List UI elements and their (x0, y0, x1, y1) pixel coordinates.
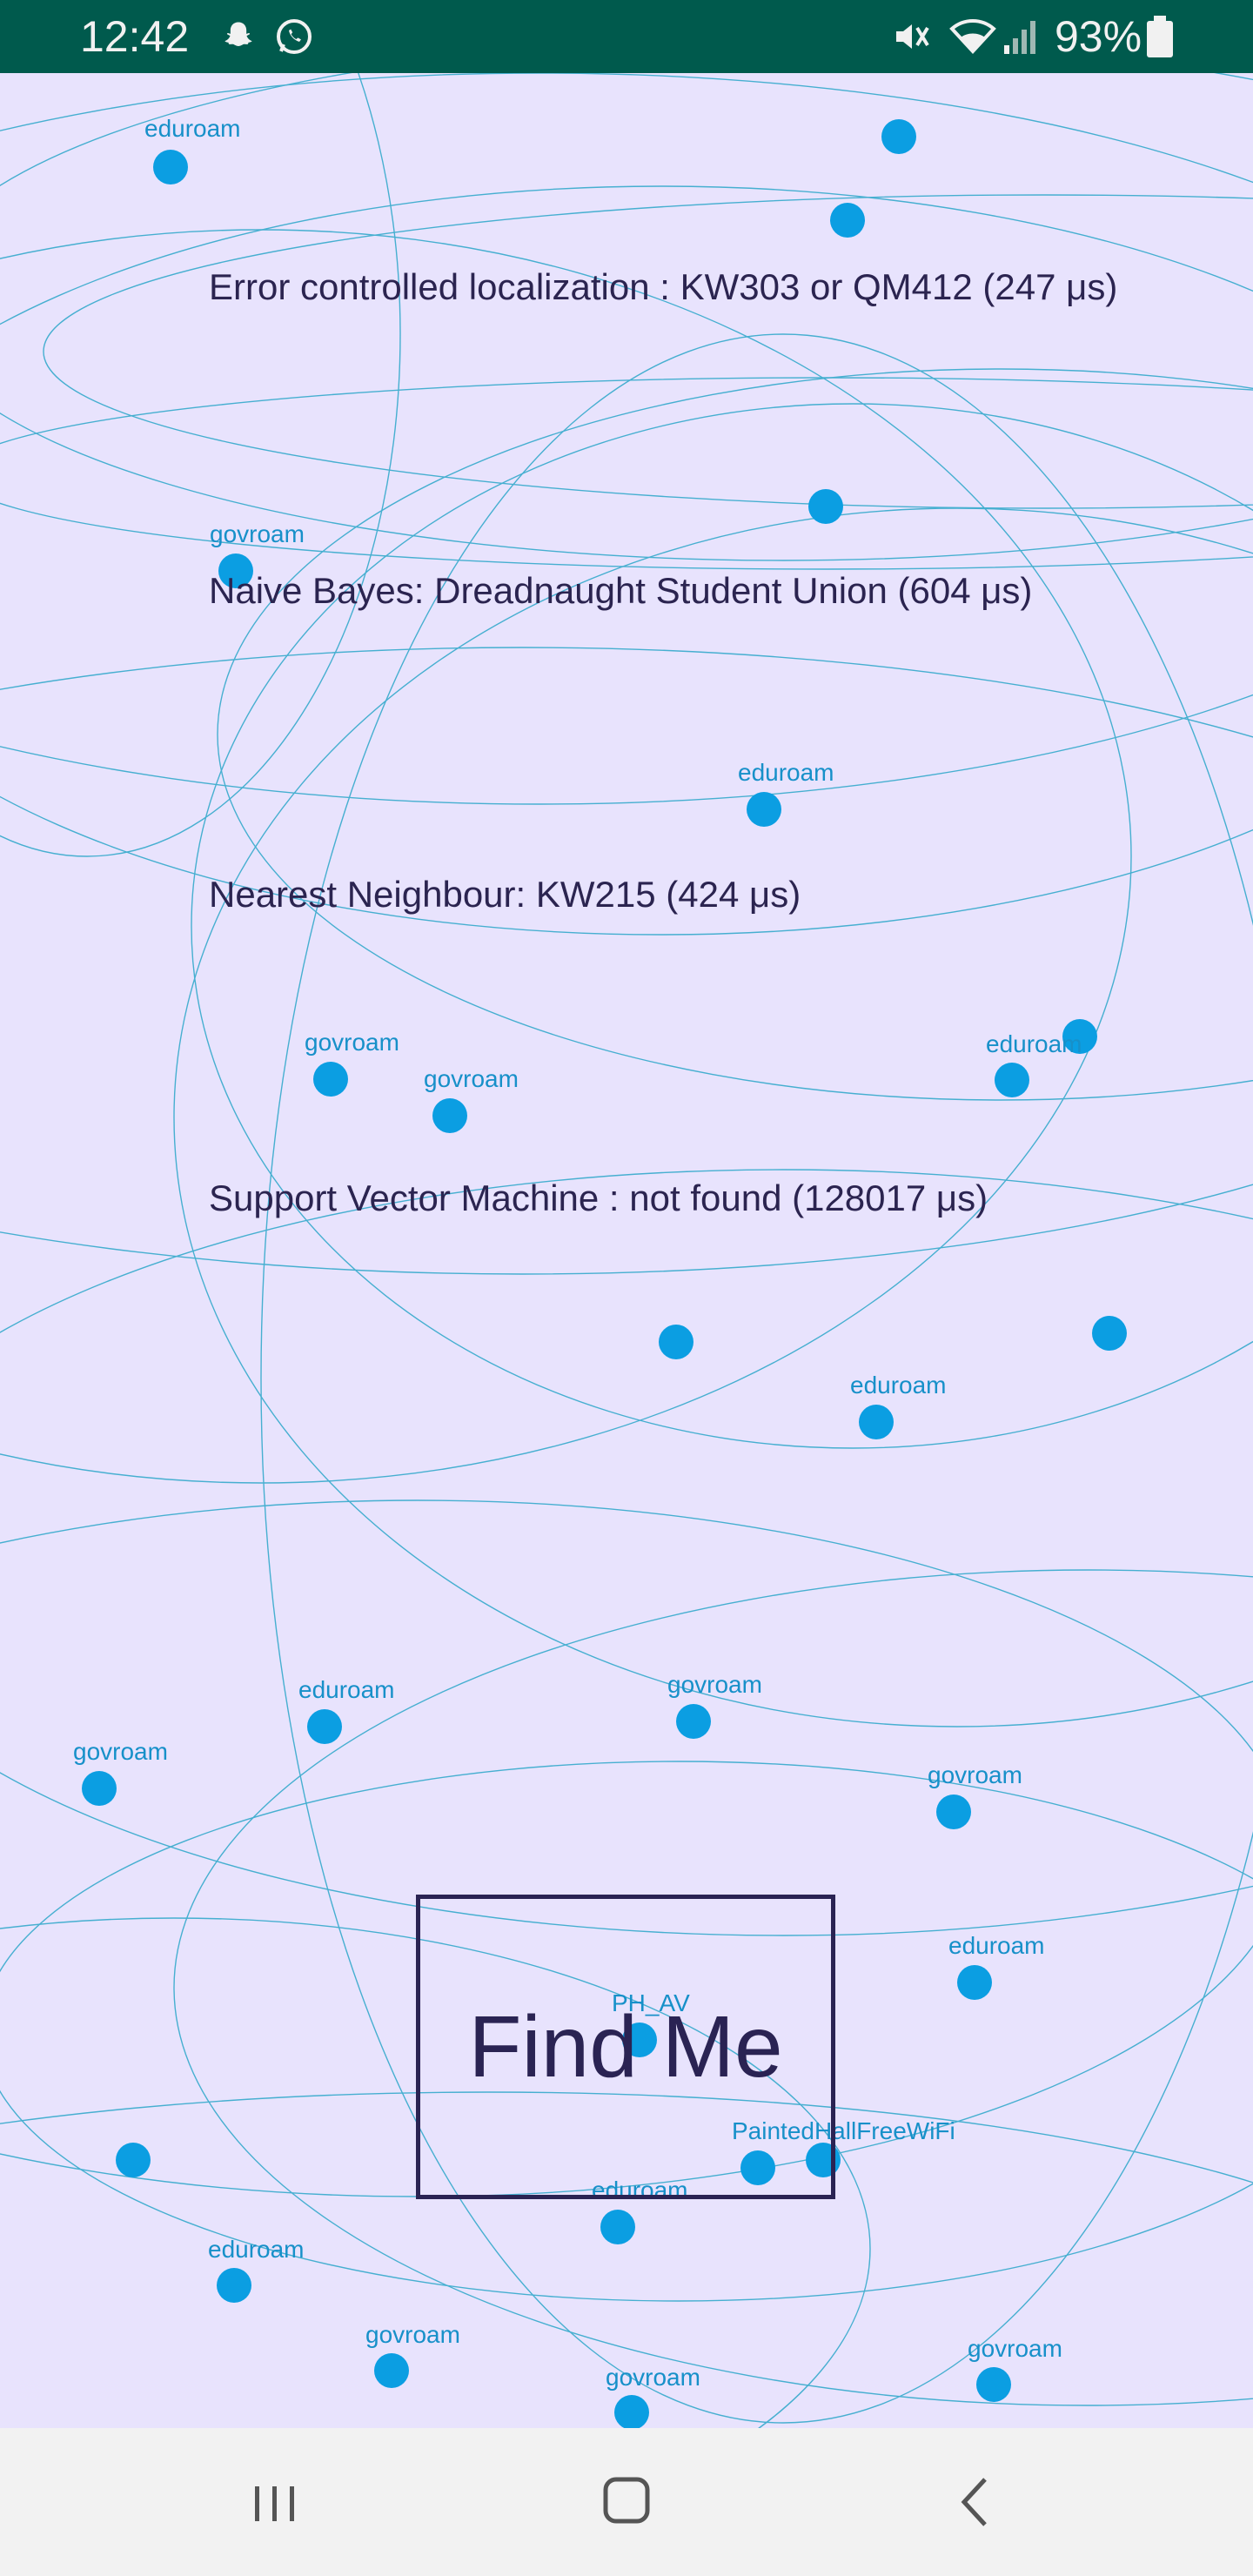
access-point-dot (1062, 1019, 1097, 1054)
access-point-label: eduroam (298, 1676, 395, 1703)
access-point-dot (374, 2353, 409, 2388)
access-point-label: PaintedHallFreeWiFi (732, 2117, 955, 2144)
status-bar: 12:42 93% (0, 0, 1253, 73)
back-icon[interactable] (931, 2467, 1018, 2537)
access-point-label: govroam (210, 520, 305, 547)
access-point-label: eduroam (986, 1030, 1082, 1057)
access-point-dot (747, 792, 781, 827)
navigation-bar (0, 2428, 1253, 2576)
home-icon[interactable] (583, 2467, 670, 2537)
naive-bayes-result: Naive Bayes: Dreadnaught Student Union (… (209, 570, 1033, 611)
access-point-label: eduroam (738, 759, 834, 786)
access-point-label: govroam (606, 2364, 700, 2391)
access-point-dot (218, 553, 253, 588)
access-point-dot (1092, 1316, 1127, 1351)
access-point-dot (936, 1794, 971, 1829)
signal-range-curves (0, 73, 1253, 2428)
access-point-dot (808, 489, 843, 524)
access-point-label: govroam (667, 1671, 762, 1698)
access-point-label: eduroam (144, 115, 241, 142)
battery-icon (1147, 16, 1173, 57)
access-point-label: govroam (365, 2321, 460, 2348)
access-point-dot (859, 1405, 894, 1439)
access-point-label: PH_AV (612, 1989, 690, 2016)
access-point-dot (676, 1704, 711, 1739)
wifi-icon (949, 19, 996, 54)
access-point-dot (217, 2268, 251, 2303)
access-point-label: govroam (928, 1761, 1022, 1788)
recent-apps-icon[interactable] (233, 2467, 320, 2537)
access-point-dot (622, 2023, 657, 2057)
access-point-label: govroam (424, 1065, 519, 1092)
snapchat-icon (224, 22, 252, 46)
access-point-dot (432, 1098, 467, 1133)
access-point-label: govroam (968, 2335, 1062, 2362)
status-time: 12:42 (80, 12, 190, 61)
access-point-label: govroam (73, 1738, 168, 1765)
access-point-dot (600, 2210, 635, 2244)
access-point-label: govroam (305, 1029, 399, 1056)
error-controlled-result: Error controlled localization : KW303 or… (209, 266, 1118, 307)
access-point-label: eduroam (850, 1372, 947, 1399)
map-canvas[interactable]: eduroam govroam eduroam govroam govroam … (0, 73, 1253, 2428)
battery-percentage: 93% (1055, 12, 1142, 61)
access-point-dot (881, 119, 916, 154)
access-point-dot (659, 1325, 694, 1359)
access-point-label: eduroam (208, 2236, 305, 2263)
whatsapp-icon (277, 19, 312, 54)
access-point-dot (313, 1062, 348, 1097)
nearest-neighbour-result: Nearest Neighbour: KW215 (424 μs) (209, 874, 801, 915)
access-point-label: eduroam (948, 1932, 1045, 1959)
access-point-dot (153, 150, 188, 184)
access-point-dot (976, 2367, 1011, 2402)
access-point-dot (995, 1063, 1029, 1097)
access-point-dot (116, 2143, 151, 2177)
access-point-dot (307, 1709, 342, 1744)
find-me-button[interactable]: Find Me (416, 1895, 835, 2199)
svm-result: Support Vector Machine : not found (1280… (209, 1177, 988, 1218)
signal-icon (1004, 21, 1035, 54)
access-point-dot (957, 1965, 992, 2000)
access-point-dot (830, 203, 865, 238)
mute-icon (896, 24, 929, 49)
access-point-dot (740, 2150, 775, 2185)
access-point-dot (614, 2395, 649, 2428)
access-point-dot (82, 1771, 117, 1806)
